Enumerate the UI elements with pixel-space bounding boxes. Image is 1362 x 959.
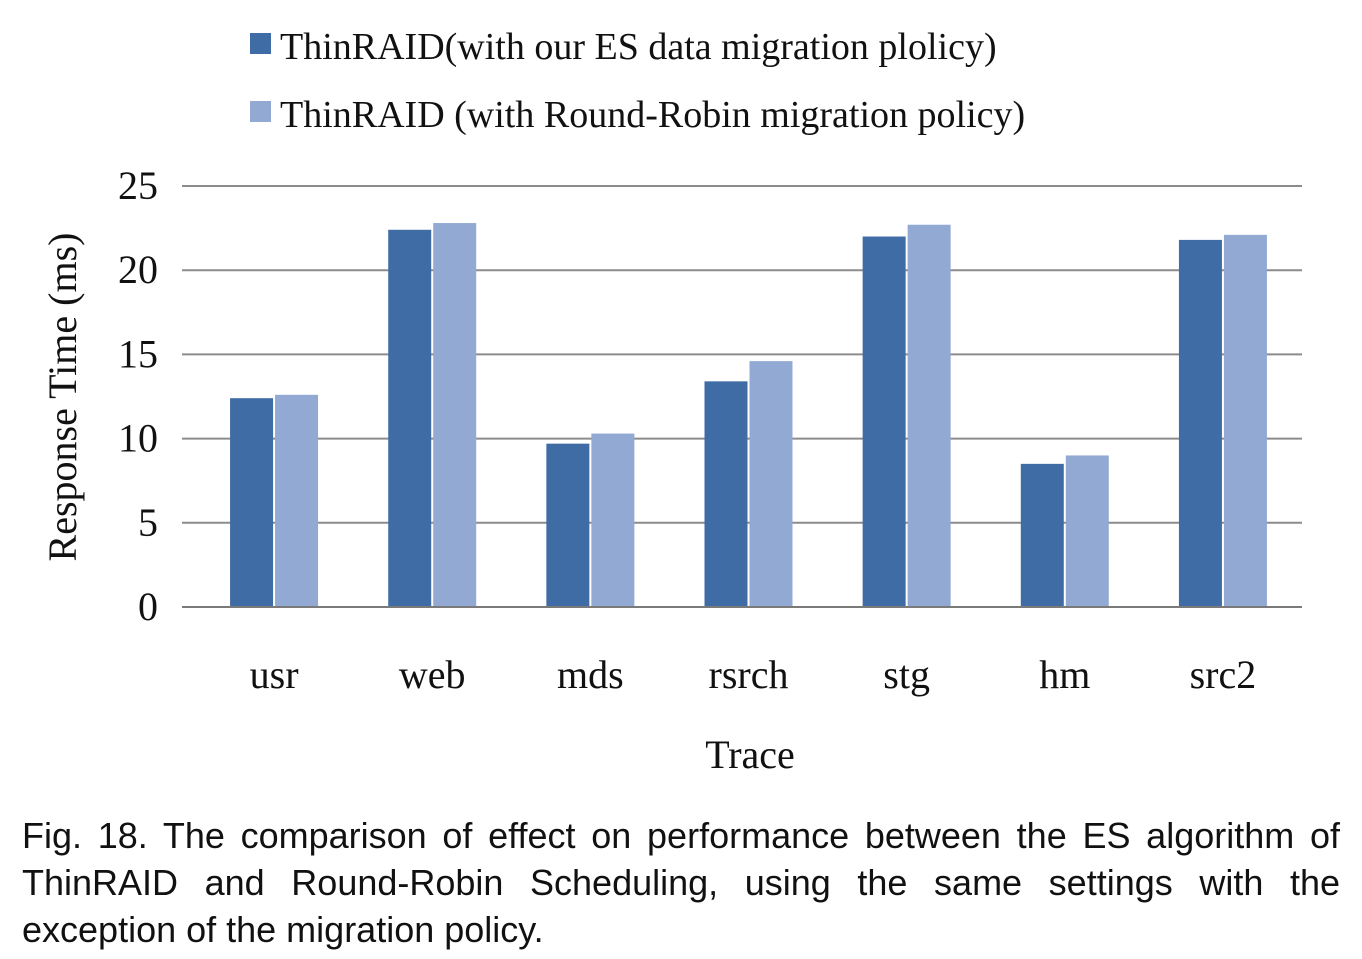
x-category-label: web bbox=[399, 652, 466, 697]
bar-mds-series-1 bbox=[546, 443, 590, 607]
x-category-label: stg bbox=[883, 652, 930, 697]
x-category-label: src2 bbox=[1190, 652, 1257, 697]
legend: ThinRAID(with our ES data migration plol… bbox=[250, 26, 1025, 136]
x-category-label: usr bbox=[250, 652, 299, 697]
x-category-label: rsrch bbox=[709, 652, 789, 697]
bar-web-series-1 bbox=[388, 229, 432, 607]
y-tick-label: 25 bbox=[118, 163, 158, 208]
bar-chart: ThinRAID(with our ES data migration plol… bbox=[40, 26, 1302, 777]
x-category-label: mds bbox=[557, 652, 624, 697]
bar-hm-series-2 bbox=[1065, 455, 1109, 607]
x-category-labels: usr web mds rsrch stg hm src2 bbox=[250, 652, 1257, 697]
bar-rsrch-series-1 bbox=[704, 381, 748, 607]
legend-label: ThinRAID (with Round-Robin migration pol… bbox=[280, 94, 1025, 136]
legend-swatch bbox=[250, 33, 271, 54]
bar-web-series-2 bbox=[433, 223, 477, 607]
x-category-label: hm bbox=[1039, 652, 1090, 697]
legend-label: ThinRAID(with our ES data migration plol… bbox=[280, 26, 997, 68]
bar-mds-series-2 bbox=[591, 433, 635, 607]
x-axis-title: Trace bbox=[705, 732, 795, 777]
bar-stg-series-2 bbox=[907, 224, 951, 607]
y-tick-labels: 0 5 10 15 20 25 bbox=[118, 163, 158, 629]
bar-usr-series-2 bbox=[275, 394, 319, 607]
bar-stg-series-1 bbox=[862, 236, 906, 607]
bar-src2-series-1 bbox=[1178, 239, 1222, 607]
bar-rsrch-series-2 bbox=[749, 361, 793, 607]
y-tick-label: 5 bbox=[138, 500, 158, 545]
bar-hm-series-1 bbox=[1020, 463, 1064, 607]
y-tick-label: 10 bbox=[118, 416, 158, 461]
y-tick-label: 0 bbox=[138, 584, 158, 629]
legend-swatch bbox=[250, 101, 271, 122]
y-tick-label: 20 bbox=[118, 247, 158, 292]
bar-usr-series-1 bbox=[230, 398, 274, 607]
figure-caption: Fig. 18. The comparison of effect on per… bbox=[22, 815, 1340, 950]
y-axis-title: Response Time (ms) bbox=[40, 233, 85, 562]
bar-src2-series-2 bbox=[1223, 234, 1267, 607]
y-tick-label: 15 bbox=[118, 331, 158, 376]
bars bbox=[230, 223, 1267, 607]
